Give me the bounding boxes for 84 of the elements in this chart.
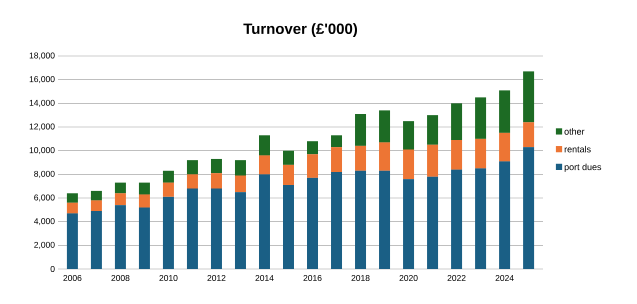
x-tick-label: 2006 [63, 275, 82, 281]
x-tick-label: 2008 [111, 275, 130, 281]
y-tick-label: 8,000 [34, 170, 55, 178]
y-tick-label: 2,000 [34, 242, 55, 249]
y-tick-label: 10,000 [30, 147, 55, 154]
legend-label: port dues [564, 164, 602, 172]
bar [427, 176, 438, 269]
bar [523, 122, 534, 148]
bar [66, 202, 78, 214]
x-tick-label: 2022 [448, 275, 466, 281]
bar [379, 170, 390, 269]
bar [234, 176, 246, 192]
bar [499, 90, 510, 133]
x-tick-label: 2018 [352, 275, 370, 281]
bar [307, 178, 318, 269]
y-tick-label: 18,000 [30, 52, 55, 60]
bar [258, 174, 270, 269]
chart-title: Turnover (£'000) [243, 23, 358, 37]
y-tick-label: 0 [50, 266, 55, 272]
bar [379, 110, 390, 142]
bar [66, 213, 78, 269]
bar [186, 174, 198, 189]
bar [90, 211, 102, 269]
bar [331, 172, 342, 269]
x-tick-label: 2014 [255, 275, 274, 281]
bar [523, 147, 534, 269]
y-tick-label: 12,000 [30, 124, 55, 130]
bar [138, 182, 150, 194]
y-tick-label: 4,000 [34, 218, 55, 226]
bar [210, 158, 222, 174]
bar [210, 173, 222, 189]
bar [186, 160, 198, 174]
bar [162, 170, 174, 183]
bar [427, 144, 438, 177]
bar [282, 184, 294, 269]
bar [475, 168, 486, 269]
bar [138, 207, 150, 269]
bar [475, 97, 486, 139]
bar [234, 192, 246, 269]
bar [282, 150, 294, 165]
bar [114, 193, 126, 206]
bar [258, 155, 270, 174]
bar [331, 135, 342, 148]
bar [234, 160, 246, 176]
bar [403, 149, 414, 180]
bar [162, 196, 174, 269]
bar [90, 200, 102, 212]
x-tick-label: 2020 [400, 275, 418, 281]
bar [427, 115, 438, 145]
bar [355, 146, 366, 171]
bar [210, 188, 222, 269]
bar [186, 188, 198, 269]
bar [451, 170, 462, 269]
bar [451, 103, 462, 140]
y-tick-label: 6,000 [34, 194, 55, 202]
bar [114, 205, 126, 269]
bar [475, 138, 486, 168]
bar [307, 141, 318, 154]
bar [307, 154, 318, 178]
bar [162, 182, 174, 197]
y-tick-label: 16,000 [30, 76, 55, 84]
bar [355, 170, 366, 269]
bar [499, 161, 510, 269]
bar [258, 135, 270, 156]
bar [451, 140, 462, 170]
bar [499, 132, 510, 162]
bar [403, 121, 414, 150]
bar [403, 179, 414, 269]
x-tick-label: 2016 [304, 275, 322, 281]
bar [355, 114, 366, 146]
bar [523, 71, 534, 122]
bar [379, 142, 390, 171]
x-tick-label: 2024 [496, 275, 514, 281]
bar [90, 190, 102, 200]
bar [66, 193, 78, 203]
legend-label: other [564, 128, 584, 135]
bar [138, 194, 150, 208]
x-tick-label: 2010 [159, 275, 178, 281]
bar [282, 164, 294, 185]
bar [114, 182, 126, 194]
bar [331, 147, 342, 172]
x-tick-label: 2012 [207, 275, 226, 281]
y-tick-label: 14,000 [30, 100, 55, 107]
legend-label: rentals [564, 146, 591, 152]
